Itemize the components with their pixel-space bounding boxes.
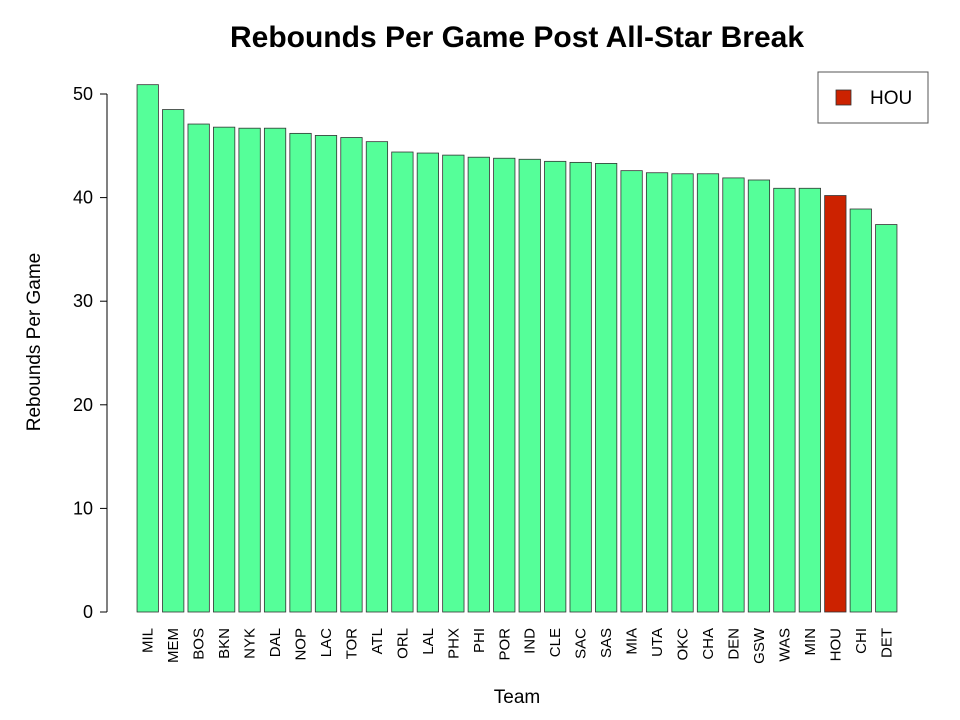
bar-hou [824,195,847,613]
x-tick-label-mil: MIL [140,628,157,653]
x-tick-label-okc: OKC [675,628,692,661]
x-tick-label-bkn: BKN [216,628,233,659]
y-tick-label: 0 [83,602,93,622]
bar-bkn [213,126,236,613]
x-tick-label-lac: LAC [318,628,335,657]
x-tick-label-phx: PHX [445,628,462,659]
bar-det [875,224,898,613]
x-tick-label-chi: CHI [853,628,870,654]
bar-lal [416,152,439,613]
bar-mil [136,84,159,613]
bar-dal [263,127,287,613]
bar-orl [391,151,414,613]
x-tick-label-den: DEN [725,628,742,660]
bar-cle [544,160,567,613]
bar-tor [340,137,363,613]
bar-phx [442,154,465,613]
x-tick-label-sac: SAC [573,628,590,659]
y-tick-label: 40 [73,188,93,208]
bar-mem [162,109,185,613]
x-tick-label-det: DET [878,628,895,658]
x-axis-tick-labels: MIL MEM BOS BKN NYK DAL NOP LAC TOR ATL ORL LAL PHX P… [140,627,896,664]
bar-por [493,157,516,613]
bar-gsw [747,179,771,613]
bar-cha [696,173,720,613]
y-tick-label: 20 [73,395,93,415]
y-tick-label: 50 [73,84,93,104]
bar-min [798,187,821,613]
bar-nop [289,132,312,613]
legend-label: HOU [870,88,912,109]
bar-mia [620,170,643,613]
bar-bos [187,123,210,613]
x-tick-label-dal: DAL [267,628,284,657]
x-tick-label-min: MIN [802,628,819,656]
x-tick-label-cha: CHA [700,628,717,660]
bar-uta [645,172,669,613]
x-tick-label-bos: BOS [191,628,208,660]
x-tick-label-gsw: GSW [751,627,768,664]
bars [136,84,898,613]
y-tick-label: 10 [73,498,93,518]
bar-okc [671,173,694,613]
legend: HOU [817,71,929,124]
legend-box [817,71,929,124]
bar-sas [595,163,618,613]
x-tick-label-phi: PHI [471,628,488,653]
x-tick-label-hou: HOU [827,628,844,661]
y-axis-label: Rebounds Per Game [24,253,45,432]
y-axis: 0 10 20 30 40 50 [73,84,108,622]
bar-nyk [238,127,261,613]
x-tick-label-mia: MIA [624,628,641,655]
x-tick-label-was: WAS [776,628,793,662]
bar-den [722,177,745,613]
bar-atl [365,141,389,613]
bar-lac [314,135,338,613]
x-tick-label-tor: TOR [343,628,360,660]
legend-swatch [835,89,852,106]
bar-was [773,187,796,613]
y-tick-label: 30 [73,291,93,311]
x-tick-label-mem: MEM [165,628,182,663]
x-tick-label-lal: LAL [420,628,437,655]
x-tick-label-atl: ATL [369,628,386,654]
x-tick-label-nyk: NYK [242,628,259,659]
x-axis-label: Team [494,687,540,708]
x-tick-label-ind: IND [522,628,539,654]
chart-title: Rebounds Per Game Post All-Star Break [230,21,804,54]
x-tick-label-nop: NOP [293,628,310,661]
x-tick-label-cle: CLE [547,628,564,657]
bar-ind [518,158,541,613]
x-tick-label-orl: ORL [394,628,411,659]
x-tick-label-uta: UTA [649,628,666,657]
bar-sac [569,161,592,613]
x-tick-label-sas: SAS [598,628,615,658]
x-tick-label-por: POR [496,628,513,661]
bar-phi [467,156,490,613]
bar-chi [849,208,872,613]
